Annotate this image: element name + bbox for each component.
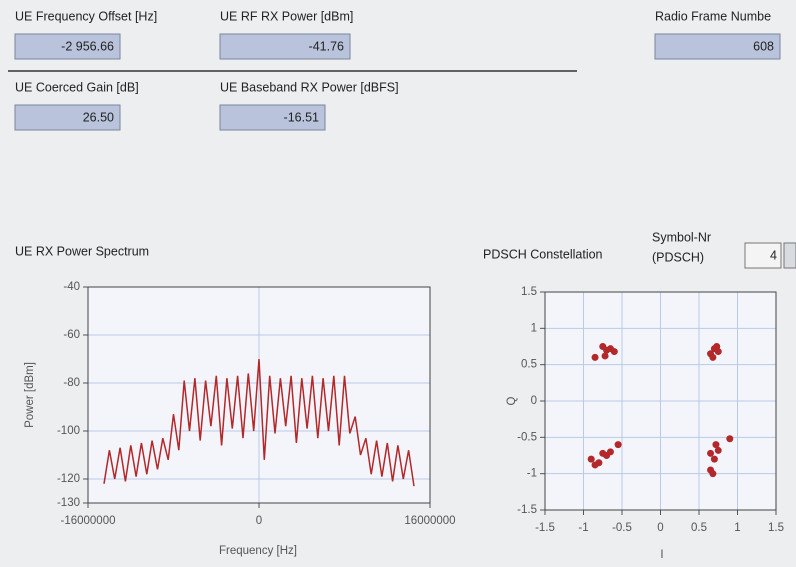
constellation-point xyxy=(709,470,716,477)
spinner[interactable] xyxy=(784,243,796,268)
x-tick-label: -16000000 xyxy=(61,515,116,527)
x-tick-label: 0.5 xyxy=(691,522,707,534)
y-tick-label: -1 xyxy=(527,468,537,480)
constellation-point xyxy=(588,456,595,463)
indicator-label: UE Frequency Offset [Hz] xyxy=(15,9,157,23)
y-tick-label: -130 xyxy=(57,497,80,509)
indicator-label: Radio Frame Numbe xyxy=(655,9,771,23)
indicator-label: UE Coerced Gain [dB] xyxy=(15,80,139,94)
app-screen: UE Frequency Offset [Hz] -2 956.66 UE RF R… xyxy=(0,0,796,567)
y-tick-label: -60 xyxy=(63,329,80,341)
y-tick-label: -100 xyxy=(57,425,80,437)
chart-title: PDSCH Constellation xyxy=(483,247,603,261)
x-axis-label: Frequency [Hz] xyxy=(219,545,297,557)
y-tick-label: 1 xyxy=(531,322,537,334)
x-tick-label: 0 xyxy=(256,515,262,527)
constellation-point xyxy=(592,461,599,468)
y-axis-label: Q xyxy=(506,396,518,405)
y-tick-label: -0.5 xyxy=(517,431,537,443)
constellation-point xyxy=(602,352,609,359)
constellation-point xyxy=(611,348,618,355)
selector-label: (PDSCH) xyxy=(652,250,704,264)
selector-value[interactable]: 4 xyxy=(770,248,777,262)
indicator-label: UE Baseband RX Power [dBFS] xyxy=(220,80,399,94)
x-tick-label: 16000000 xyxy=(404,515,455,527)
y-axis-label: Power [dBm] xyxy=(24,362,36,428)
constellation-point xyxy=(709,354,716,361)
x-tick-label: 1 xyxy=(734,522,740,534)
y-tick-label: 0.5 xyxy=(521,359,537,371)
y-tick-label: -80 xyxy=(63,377,80,389)
constellation-point xyxy=(712,441,719,448)
y-tick-label: -120 xyxy=(57,473,80,485)
x-tick-label: -1.5 xyxy=(535,522,555,534)
y-tick-label: -1.5 xyxy=(517,504,537,516)
x-tick-label: -1 xyxy=(578,522,588,534)
indicator-value: 26.50 xyxy=(83,110,114,124)
constellation-point xyxy=(713,343,720,350)
y-tick-label: 1.5 xyxy=(521,286,537,298)
constellation-point xyxy=(607,448,614,455)
indicator-value: 608 xyxy=(753,39,774,53)
x-axis-label: I xyxy=(660,549,663,561)
indicator-value: -16.51 xyxy=(284,110,319,124)
indicator-value: -2 956.66 xyxy=(61,39,114,53)
constellation-point xyxy=(592,354,599,361)
x-tick-label: 0 xyxy=(657,522,663,534)
indicator-value: -41.76 xyxy=(309,39,344,53)
constellation-point xyxy=(711,456,718,463)
constellation-point xyxy=(707,450,714,457)
indicator-label: UE RF RX Power [dBm] xyxy=(220,9,353,23)
y-tick-label: 0 xyxy=(531,395,537,407)
y-tick-label: -40 xyxy=(63,281,80,293)
constellation-point xyxy=(615,441,622,448)
chart-title: UE RX Power Spectrum xyxy=(15,244,149,258)
selector-label: Symbol-Nr xyxy=(652,230,711,244)
x-tick-label: -0.5 xyxy=(612,522,632,534)
constellation-point xyxy=(726,435,733,442)
x-tick-label: 1.5 xyxy=(768,522,784,534)
